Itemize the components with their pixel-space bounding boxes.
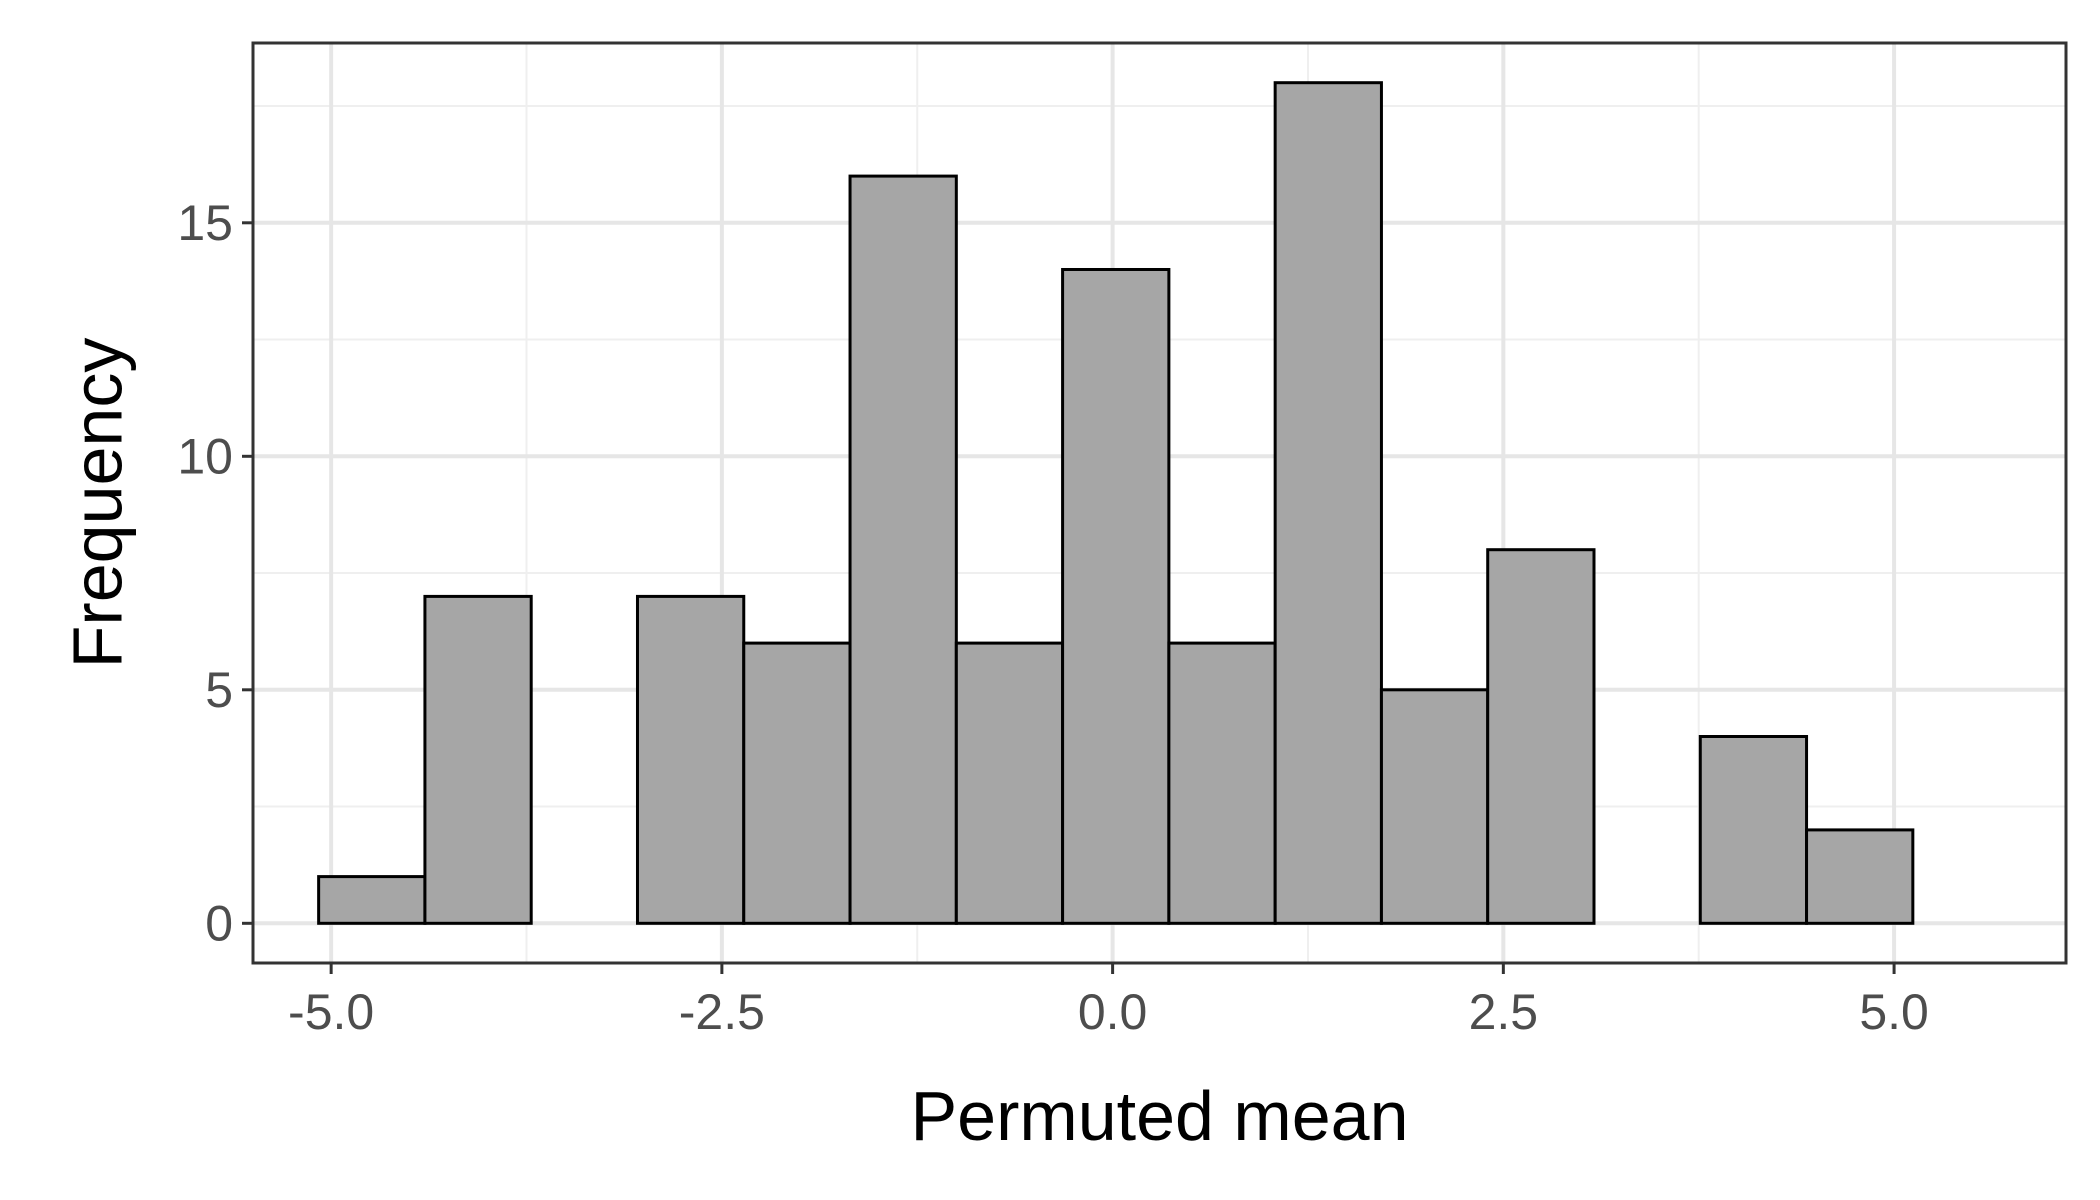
x-tick-label: -2.5 [679,984,765,1040]
y-tick-label: 15 [177,195,233,251]
x-axis-title: Permuted mean [910,1077,1408,1155]
y-tick-label: 10 [177,428,233,484]
histogram-bar [848,174,958,925]
histogram-bar [1061,267,1171,925]
histogram-bar [954,641,1065,925]
x-tick-label: -5.0 [288,984,374,1040]
histogram-bar [1379,688,1490,925]
histogram-bar [423,594,533,925]
histogram-bar [1167,641,1277,925]
x-axis-ticks: -5.0 -2.5 0.0 2.5 5.0 [288,963,1929,1040]
histogram-bar [1486,548,1596,925]
histogram-bar [1805,828,1915,925]
histogram-bar [317,875,427,925]
y-axis-ticks: 0 5 10 15 [177,195,253,951]
histogram-bar [1273,81,1383,925]
x-tick-label: 2.5 [1469,984,1539,1040]
histogram-bar [1698,735,1809,925]
histogram-bar [742,641,852,925]
y-axis-title: Frequency [59,338,137,669]
y-tick-label: 0 [205,895,233,951]
histogram-bars [317,81,1915,925]
panel-border [251,41,2068,965]
x-tick-label: 0.0 [1078,984,1148,1040]
x-tick-label: 5.0 [1859,984,1929,1040]
y-tick-label: 5 [205,662,233,718]
histogram-bar [635,594,746,925]
